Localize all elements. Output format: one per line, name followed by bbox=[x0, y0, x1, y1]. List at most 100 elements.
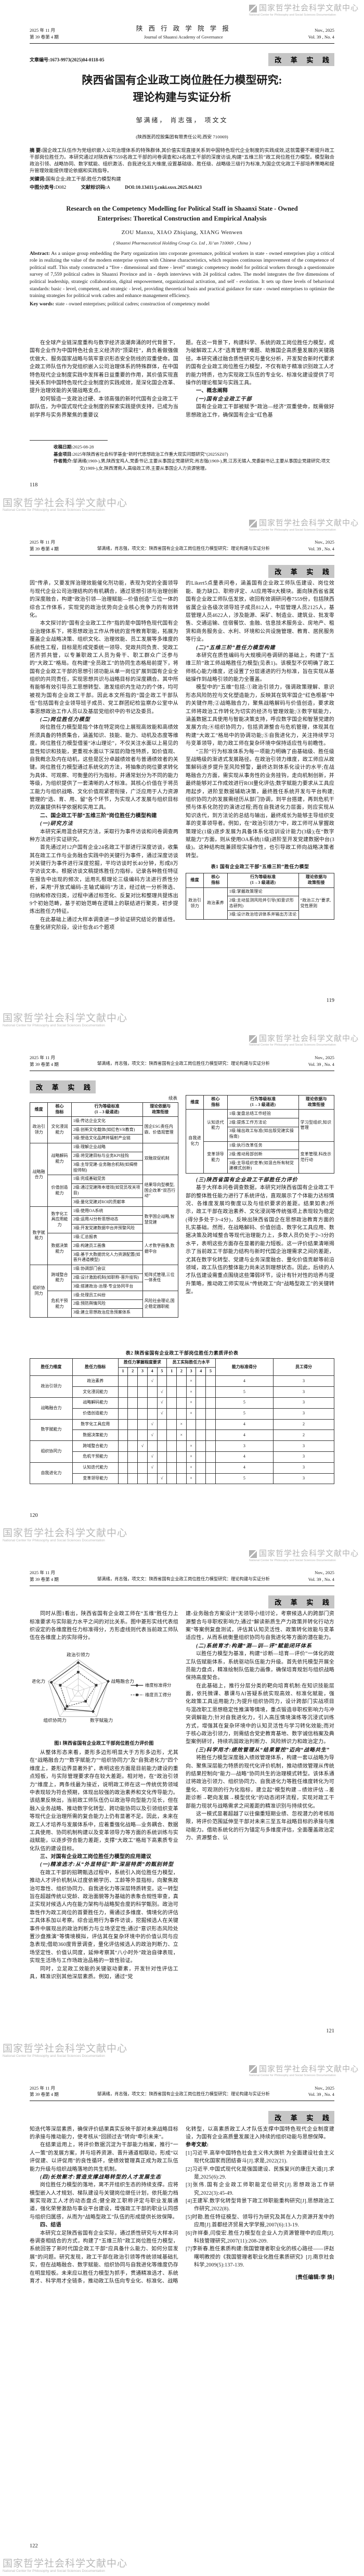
table1-competency-model: 维度 核心 指标 行为等级标准 (1→3 级递进) 理论依据与 政策衔接 政治引领力 政治素养 1… bbox=[186, 872, 334, 920]
svg-text:组织协同力: 组织协同力 bbox=[43, 1717, 67, 1723]
column-right: 题。在这一背景下，构建科学、系统的政工岗位胜任力模型，成为破解政工人才“选育管用… bbox=[186, 339, 334, 438]
text-block: 以胜任力模型为基准，构建“诊断—培育—评价”一体化的政工队伍赋能体系，系统驱动队… bbox=[186, 1651, 334, 1681]
text-block: 同时从图1看出，陕西省国有企业政工师在“五维”胜任力上标准要求与实际能力水平之间… bbox=[30, 1611, 178, 1641]
watermark-top: 国家哲学社会科学文献中心 National Center for Philoso… bbox=[249, 1034, 359, 1047]
text-block: 在政工干部的招聘甄选过程中，系统引入岗位胜任力模型，推动人才评价机制从过度依赖学… bbox=[30, 1870, 178, 1964]
text-block: (三)陕西省国有企业政工干部胜任力评价 bbox=[196, 1177, 298, 1183]
svg-text:维度标准得分: 维度标准得分 bbox=[145, 1682, 172, 1688]
column-right: 化转型，以高素质政工人才队伍支撑中国特色现代企业制度建设，为国有企业高质量发展注… bbox=[186, 2126, 334, 2535]
text-block: “三阶”行为标准体系为每一项能力明确了由基础级、胜任级至战略级的渐进式发展路径。… bbox=[186, 749, 334, 859]
table2-evaluation: 胜任力维度 胜任力指标 胜任力掌握程度要求 员工实际胜任力水平 能力标准得分 员工得分 1 2… bbox=[30, 1358, 335, 1485]
svg-text:政治引领力: 政治引领力 bbox=[67, 1652, 90, 1657]
cass-logo-icon bbox=[249, 1035, 257, 1043]
watermark-top: 国家哲学社会科学文献中心 National Center for Philoso… bbox=[249, 519, 359, 532]
english-abstract: Abstract: As a unique group embedding th… bbox=[30, 250, 334, 299]
text-block: 在此基础上通过大样本调查进一步验证研究结论的普适性。在量化研究阶段，设计包含45… bbox=[30, 917, 178, 931]
text-block: 基于大样本问卷调查数据，本研究对陕西省国有企业政工干部的整体胜任能力进行了系统评… bbox=[186, 1185, 334, 1295]
text-block: (二)岗位胜任力模型 bbox=[40, 717, 90, 723]
text-block: (一)研究方法 bbox=[40, 821, 73, 827]
text-block: (一)国有企业政工干部 bbox=[196, 396, 252, 402]
english-affiliation: ( Shaanxi Pharmaceutical Holding Group C… bbox=[113, 240, 251, 246]
footnote-rule bbox=[30, 440, 108, 441]
table-continued-label: 续表 bbox=[168, 1095, 177, 1101]
text-block: 将胜任力模型深度融入绩效管理体系，构建一套以战略为导向、聚焦深层能力特质的现代化… bbox=[186, 1755, 334, 1809]
watermark-bottom: 国家哲学社会科学文献中心 National Center for Philoso… bbox=[3, 1528, 128, 1543]
footnotes: 收稿日期:2025-08-28 基金项目:2025年陕西省社会科学基金“新时代思… bbox=[30, 440, 334, 472]
cass-logo-icon bbox=[249, 4, 257, 12]
text-block: 在全球产业链深度重构与数字经济浪潮奔涌的时代背景下，国有企业作为中国特色社会主义… bbox=[30, 340, 178, 394]
text-block: 知迭代等深层素质，确保评价结果真实反映干部对未来战略目标的承接与推动能力，使考核… bbox=[30, 2126, 178, 2140]
body-columns: 知迭代等深层素质，确保评价结果真实反映干部对未来战略目标的承接与推动能力，使考核… bbox=[30, 2126, 334, 2535]
section-badge: 改 革 实 践 bbox=[268, 1595, 334, 1609]
table1-continued-left: 维度 核心 指标 行为等级标准 (1→3 级递进) 理论依据与 政策衔接 政治引领力 文化浸润能… bbox=[29, 1102, 179, 1318]
text-block: [1]习近平.高举中国特色社会主义伟大旗帜 为全面建设社会主义现代化国家而团结奋… bbox=[186, 2150, 334, 2165]
svg-text:维度员工得分: 维度员工得分 bbox=[145, 1692, 172, 1697]
text-block: 岗位胜任力模型是指个体在特定岗位上展现高效能和高绩效所须具备的特质集合，涵盖知识… bbox=[30, 725, 178, 811]
table2-title: 表2 陕西省国有企业政工干部岗位胜任力素质评价表 bbox=[125, 1350, 239, 1356]
body-columns: 在全球产业链深度重构与数字经济浪潮奔涌的时代背景下，国有企业作为中国特色社会主义… bbox=[30, 339, 334, 438]
body-columns: 同时从图1看出，陕西省国有企业政工师在“五维”胜任力上标准要求与实际能力水平之间… bbox=[30, 1610, 334, 2020]
column-left: 知迭代等深层素质，确保评价结果真实反映干部对未来战略目标的承接与推动能力，使考核… bbox=[30, 2126, 178, 2535]
text-block: 岗位胜任力模型的落地，离不开组织生态的持续支撑。应将模型嵌入人才规划、梯队建设与… bbox=[30, 2182, 178, 2220]
column-left: 在全球产业链深度重构与数字经济浪潮奔涌的时代背景下，国有企业作为中国特色社会主义… bbox=[30, 339, 178, 438]
text-block: 题。在这一背景下，构建科学、系统的政工岗位胜任力模型，成为破解政工人才“选育管用… bbox=[186, 340, 334, 386]
text-block: [7]李新春.胜任素质构建:我国管理者职业化的核心路径——评赵曙明教授的《我国管… bbox=[186, 2246, 334, 2269]
figure1-caption: 图1 陕西省国有企业政工干部岗位胜任力评价图 bbox=[54, 1741, 154, 1746]
text-block: 模型中的“五维”包括:①政治引领力，强调政策理解、意识形态风险防控与文化塑造能力… bbox=[186, 685, 334, 747]
page-5: 国家哲学社会科学文献中心 National Center for Philoso… bbox=[0, 2060, 364, 2576]
page-number: 122 bbox=[30, 2543, 38, 2549]
text-block: 国有企业政工干部被赋予“政治—经济”双重使命，既需做好思想政治工作，确保国有企业… bbox=[186, 404, 334, 418]
column-right: 的Likert5点量表问卷，涵盖国有企业政工师队伍建设、岗位效能、能力缺口、职称… bbox=[186, 579, 334, 989]
text-block: 在结果运用上，将评价数据沉淀为干部能力档案，推行“一人一策”的发展方案，并与培养… bbox=[30, 2142, 178, 2172]
watermark-bottom: 国家哲学社会科学文献中心 National Center for Philoso… bbox=[3, 1012, 128, 1027]
text-block: 建-业务融合方案设计”无领导小组讨论，考察候选人的跨部门资源整合与非职权影响力;… bbox=[186, 1611, 334, 1641]
table2-zone: 表2 陕西省国有企业政工干部岗位胜任力素质评价表 胜任力维度 胜任力指标 胜任力掌握… bbox=[30, 1346, 335, 1485]
page-number: 119 bbox=[326, 997, 334, 1003]
running-header: 2025 年 11 月第 39 卷第 4 期 邹满绪，肖志强，项文文：陕西省国有… bbox=[30, 2085, 334, 2102]
cass-logo-icon bbox=[249, 1550, 257, 1558]
text-block: 本研究立足陕西省国有企业实际，通过质性研究与大样本问卷调查相结合的方式，构建了“… bbox=[30, 2230, 178, 2284]
article-title: 陕西省国有企业政工岗位胜任力模型研究: 理论构建与实证分析 bbox=[82, 74, 282, 104]
text-block: (三)科学用才:绩效管理从“结果管控”迈向“战略共生” bbox=[196, 1747, 330, 1753]
article-number: 文章编号:1673-9973(2025)04-0118-05 bbox=[30, 57, 105, 62]
watermark-bottom: 国家哲学社会科学文献中心 National Center for Philoso… bbox=[3, 2558, 128, 2573]
column-left: 续表 维度 核心 指标 行为等级标准 (1→3 级递进) 理论依据与 政策衔接 政治引领力 文化… bbox=[29, 1095, 179, 1318]
text-block: 本研究采用混合研究方法，采取行为事件访谈和问卷调查两种方法进行实证研究。 bbox=[30, 829, 178, 843]
text-block: 本文探讨的“国有企业政工工作”指的是中国特色现代国有企业治理体系下，将思想政治工… bbox=[30, 621, 178, 715]
text-block: (二)系统育才:构建“测—训—评”赋能闭环体系 bbox=[196, 1643, 312, 1649]
english-authors: ZOU Manxu, XIAO Zhiqiang, XIANG Wenwen bbox=[121, 229, 243, 236]
page-2: 国家哲学社会科学文献中心 National Center for Philoso… bbox=[0, 515, 364, 1031]
chinese-abstract: 摘 要:国企政工队伍作为党组织嵌入公司治理体系的特殊群体,其价值实现直接关系到中… bbox=[30, 148, 335, 191]
running-header: 2025 年 11 月第 39 卷第 4 期 邹满绪，肖志强，项文文：陕西省国有… bbox=[30, 1054, 334, 1071]
column-left: 同时从图1看出，陕西省国有企业政工师在“五维”胜任力上标准要求与实际能力水平之间… bbox=[30, 1610, 178, 2020]
column-right: 维度 核心 指标 行为等级标准 (1→3 级递进) 理论依据与 政策衔接 自我进化力 认知迭代能… bbox=[185, 1094, 335, 1296]
cass-logo-icon bbox=[249, 520, 257, 528]
text-block: 同时，立足政工效能的关键驱动要素，开发针对性评估工具，精准识别其他深层素质。例如… bbox=[30, 1966, 178, 1980]
journal-header: 2025 年 11 月第 39 卷第 4 期 陕 西 行 政 学 院 学 报 Jo… bbox=[30, 24, 334, 44]
section-badge: 改 革 实 践 bbox=[30, 1080, 96, 1093]
watermark-top: 国家哲学社会科学文献中心 National Center for Philoso… bbox=[249, 2064, 359, 2078]
text-block: 从整体形态来看，菱形多边形明显大于方形多边形，尤其在“战略融合力”“数字赋能力”… bbox=[30, 1749, 178, 1852]
body-columns: 因”传承，又要发挥治理效能催化剂功能，表现为党的全面领导与现代企业公司治理结构的… bbox=[30, 579, 334, 989]
text-block: 这一模式显著超越了以往偏重短期业绩、忽视潜力的考核局限，将评价范围延伸至干部对未… bbox=[186, 1811, 334, 1841]
section-badge: 改 革 实 践 bbox=[268, 2110, 334, 2124]
running-header: 2025 年 11 月第 39 卷第 4 期 邹满绪，肖志强，项文文：陕西省国有… bbox=[30, 539, 334, 556]
english-keywords: Key words: state - owned enterprises; po… bbox=[30, 301, 210, 307]
running-header: 2025 年 11 月第 39 卷第 4 期 邹满绪，肖志强，项文文：陕西省国有… bbox=[30, 1569, 334, 1586]
text-block: (二)“五维三阶”胜任力模型构建 bbox=[196, 645, 276, 651]
page-1: 国家哲学社会科学文献中心 National Center for Philoso… bbox=[0, 0, 364, 516]
text-block: [5]时勘.胜任特征模型、领导行为研究及其在人力资源开发中的应用[J].首都经济… bbox=[186, 2214, 334, 2229]
text-block: 化转型，以高素质政工人才队伍支撑中国特色现代企业制度建设，为国有企业高质量发展注… bbox=[186, 2126, 334, 2140]
article-meta-row: 文章编号:1673-9973(2025)04-0118-05 改 革 实 践 bbox=[30, 53, 334, 66]
table1-continued-right: 维度 核心 指标 行为等级标准 (1→3 级递进) 理论依据与 政策衔接 自我进化力 认知迭代能… bbox=[185, 1094, 335, 1174]
running-title: 邹满绪，肖志强，项文文：陕西省国有企业政工岗位胜任力模型研究：理论构建与实证分析 bbox=[97, 1061, 270, 1066]
page-3: 国家哲学社会科学文献中心 National Center for Philoso… bbox=[0, 1030, 364, 1546]
page-number: 121 bbox=[326, 2028, 334, 2034]
column-left: 因”传承，又要发挥治理效能催化剂功能，表现为党的全面领导与现代企业公司治理结构的… bbox=[30, 579, 178, 989]
text-block: (一)精准选才:从“外显特征”到“深层特质”的甄别转型 bbox=[40, 1862, 174, 1868]
text-block: 首先通过对12户国有企业24名政工干部进行深度访谈，收集其在政工工作与业务融合实… bbox=[30, 845, 178, 915]
text-block: 在此基础上，推行分层分类的靶向培育机制:在知识技能层面，依托微课、慕课与AI答疑… bbox=[186, 1683, 334, 1745]
journal-title: 陕 西 行 政 学 院 学 报 Journal of Shaanxi Academ… bbox=[136, 25, 231, 40]
watermark-cn: 国家哲学社会科学文献中心 bbox=[258, 4, 359, 12]
